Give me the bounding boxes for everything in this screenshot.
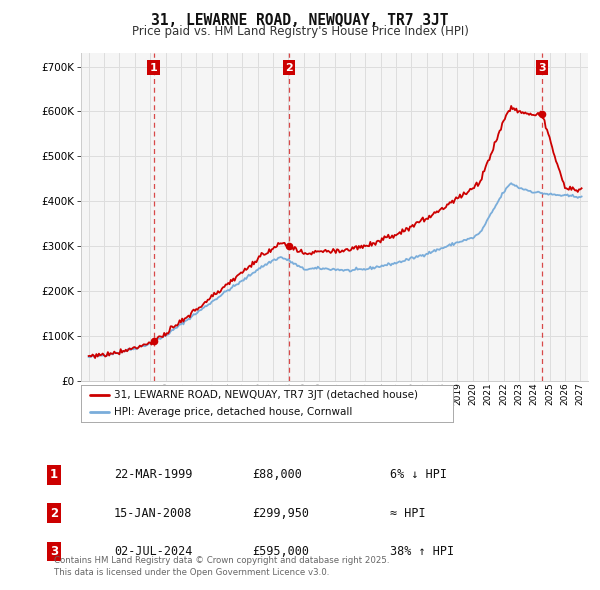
Text: 2: 2 <box>50 507 58 520</box>
Text: 1: 1 <box>50 468 58 481</box>
Text: 31, LEWARNE ROAD, NEWQUAY, TR7 3JT (detached house): 31, LEWARNE ROAD, NEWQUAY, TR7 3JT (deta… <box>115 390 418 399</box>
Text: ≈ HPI: ≈ HPI <box>390 507 425 520</box>
Text: 3: 3 <box>538 63 546 73</box>
Text: 6% ↓ HPI: 6% ↓ HPI <box>390 468 447 481</box>
Text: Price paid vs. HM Land Registry's House Price Index (HPI): Price paid vs. HM Land Registry's House … <box>131 25 469 38</box>
Text: 31, LEWARNE ROAD, NEWQUAY, TR7 3JT: 31, LEWARNE ROAD, NEWQUAY, TR7 3JT <box>151 13 449 28</box>
Text: Contains HM Land Registry data © Crown copyright and database right 2025.
This d: Contains HM Land Registry data © Crown c… <box>54 556 389 577</box>
Text: 15-JAN-2008: 15-JAN-2008 <box>114 507 193 520</box>
Text: 38% ↑ HPI: 38% ↑ HPI <box>390 545 454 558</box>
Text: 02-JUL-2024: 02-JUL-2024 <box>114 545 193 558</box>
Text: £595,000: £595,000 <box>252 545 309 558</box>
Text: £299,950: £299,950 <box>252 507 309 520</box>
Text: HPI: Average price, detached house, Cornwall: HPI: Average price, detached house, Corn… <box>115 407 353 417</box>
Text: 1: 1 <box>149 63 157 73</box>
Text: 3: 3 <box>50 545 58 558</box>
Text: £88,000: £88,000 <box>252 468 302 481</box>
Text: 22-MAR-1999: 22-MAR-1999 <box>114 468 193 481</box>
Text: 2: 2 <box>285 63 293 73</box>
